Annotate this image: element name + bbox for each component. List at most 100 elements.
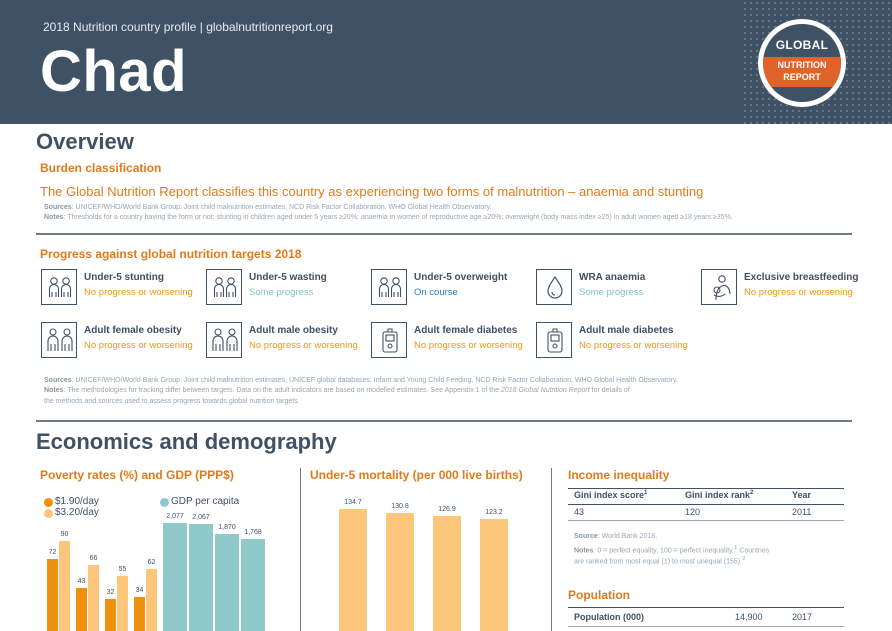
legend-320: $3.20/day: [55, 507, 99, 518]
target-label: Under-5 overweight: [414, 272, 508, 283]
bar-poverty-320: [88, 565, 99, 631]
progress-notes: Notes: The methodologies for tracking di…: [44, 387, 630, 394]
logo-text-line2: REPORT: [783, 72, 821, 82]
bar-poverty-320: [146, 569, 157, 631]
population-value: 14,900: [735, 612, 763, 622]
divider: [36, 420, 852, 422]
bar-label-gdp: 2,067: [192, 513, 210, 521]
target-status: On course: [414, 287, 458, 298]
adults-icon: [206, 322, 242, 358]
inequality-source: Source: World Bank 2018.: [574, 533, 658, 540]
bar-poverty-190: [105, 599, 116, 631]
children-icon: [206, 269, 242, 305]
bar-gdp: [241, 539, 265, 631]
children-icon: [41, 269, 77, 305]
column-divider: [300, 468, 301, 631]
bar-label-320: 62: [147, 559, 156, 566]
target-label: Exclusive breastfeeding: [744, 272, 859, 283]
logo-text-line1: NUTRITION: [777, 60, 827, 70]
target-exclusive-breastfeeding: Exclusive breastfeeding No progress or wo…: [701, 269, 866, 309]
target-under-5-overweight: Under-5 overweight On course: [371, 269, 536, 309]
inequality-heading: Income inequality: [568, 468, 670, 482]
target-status: No progress or worsening: [249, 340, 358, 351]
bar-poverty-190: [76, 588, 87, 631]
blood-drop-icon: [536, 269, 572, 305]
legend-190: $1.90/day: [55, 496, 99, 507]
bar-label-190: 32: [106, 589, 115, 596]
target-wra-anaemia: WRA anaemia Some progress: [536, 269, 701, 309]
bar-mortality: [339, 509, 367, 631]
glucose-meter-icon: [371, 322, 407, 358]
bar-poverty-190: [47, 559, 58, 631]
progress-sources: Sources: UNICEF/WHO/World Bank Group: Jo…: [44, 377, 678, 384]
children-icon: [371, 269, 407, 305]
burden-heading: Burden classification: [40, 161, 162, 175]
target-status: Some progress: [579, 287, 644, 298]
year-header: Year: [792, 490, 812, 500]
poverty-chart-title: Poverty rates (%) and GDP (PPP$): [40, 468, 234, 482]
bar-label-320: 66: [89, 555, 98, 562]
bar-mortality: [480, 519, 508, 631]
target-label: Adult female diabetes: [414, 325, 518, 336]
target-label: Under-5 wasting: [249, 272, 327, 283]
column-divider: [551, 468, 552, 631]
target-adult-female-obesity: Adult female obesity No progress or worse…: [41, 322, 206, 362]
bar-label-mortality: 134.7: [344, 499, 362, 506]
population-heading: Population: [568, 588, 630, 602]
bar-poverty-190: [134, 597, 145, 631]
burden-sources: Sources: UNICEF/WHO/World Bank Group: Jo…: [44, 204, 492, 211]
burden-notes: Notes: Thresholds for a country having t…: [44, 214, 733, 221]
adults-icon: [41, 322, 77, 358]
bar-mortality: [386, 512, 414, 631]
gini-year-value: 2011: [792, 507, 812, 517]
target-status: No progress or worsening: [84, 287, 193, 298]
legend-gdp: GDP per capita: [171, 496, 240, 507]
legend-swatch-gdp: [160, 498, 169, 507]
target-adult-female-diabetes: Adult female diabetes No progress or wors…: [371, 322, 536, 362]
progress-notes-cont: the methods and sources used to assess p…: [44, 398, 300, 405]
target-label: Adult male diabetes: [579, 325, 674, 336]
target-under-5-wasting: Under-5 wasting Some progress: [206, 269, 371, 309]
population-label: Population (000): [574, 612, 645, 622]
bar-label-gdp: 1,768: [244, 529, 262, 537]
target-status: No progress or worsening: [579, 340, 688, 351]
gini-score-value: 43: [574, 507, 585, 517]
target-label: Adult female obesity: [84, 325, 182, 336]
inequality-notes: Notes: 0 = perfect equality, 100 = perfe…: [574, 545, 770, 555]
bar-poverty-320: [117, 576, 128, 631]
bar-label-mortality: 126.9: [438, 506, 456, 514]
target-adult-male-diabetes: Adult male diabetes No progress or worsen…: [536, 322, 701, 362]
bar-label-320: 90: [60, 531, 69, 538]
header-banner: 2018 Nutrition country profile | globaln…: [0, 0, 892, 124]
bar-gdp: [215, 533, 239, 631]
target-status: No progress or worsening: [84, 340, 193, 351]
global-nutrition-report-logo[interactable]: GLOBAL NUTRITION REPORT: [758, 19, 846, 107]
bar-label-mortality: 130.8: [391, 502, 409, 510]
overview-heading: Overview: [36, 129, 134, 154]
bar-label-gdp: 1,870: [218, 523, 236, 531]
target-label: Under-5 stunting: [84, 272, 164, 283]
burden-text: The Global Nutrition Report classifies t…: [40, 184, 704, 199]
bar-label-gdp: 2,077: [166, 513, 184, 520]
bar-mortality: [433, 516, 461, 631]
mortality-chart-title: Under-5 mortality (per 000 live births): [310, 468, 523, 482]
bar-gdp: [163, 523, 187, 631]
legend-swatch-320: [44, 509, 53, 518]
inequality-notes-cont: are ranked from most equal (1) to most u…: [574, 556, 746, 566]
target-adult-male-obesity: Adult male obesity No progress or worseni…: [206, 322, 371, 362]
target-status: Some progress: [249, 287, 314, 298]
bar-gdp: [189, 523, 213, 631]
bar-label-190: 72: [48, 549, 57, 556]
header-subtitle: 2018 Nutrition country profile | globaln…: [43, 20, 333, 34]
gini-rank-value: 120: [685, 507, 701, 517]
population-year: 2017: [792, 612, 813, 622]
bar-label-mortality: 123.2: [485, 509, 503, 517]
divider: [36, 233, 852, 235]
bar-label-190: 34: [135, 587, 144, 594]
breastfeeding-icon: [701, 269, 737, 305]
gini-score-header: Gini index score1: [574, 490, 648, 500]
bar-label-190: 43: [77, 578, 86, 585]
country-title: Chad: [40, 39, 187, 104]
target-label: Adult male obesity: [249, 325, 338, 336]
bar-label-320: 55: [118, 566, 127, 573]
